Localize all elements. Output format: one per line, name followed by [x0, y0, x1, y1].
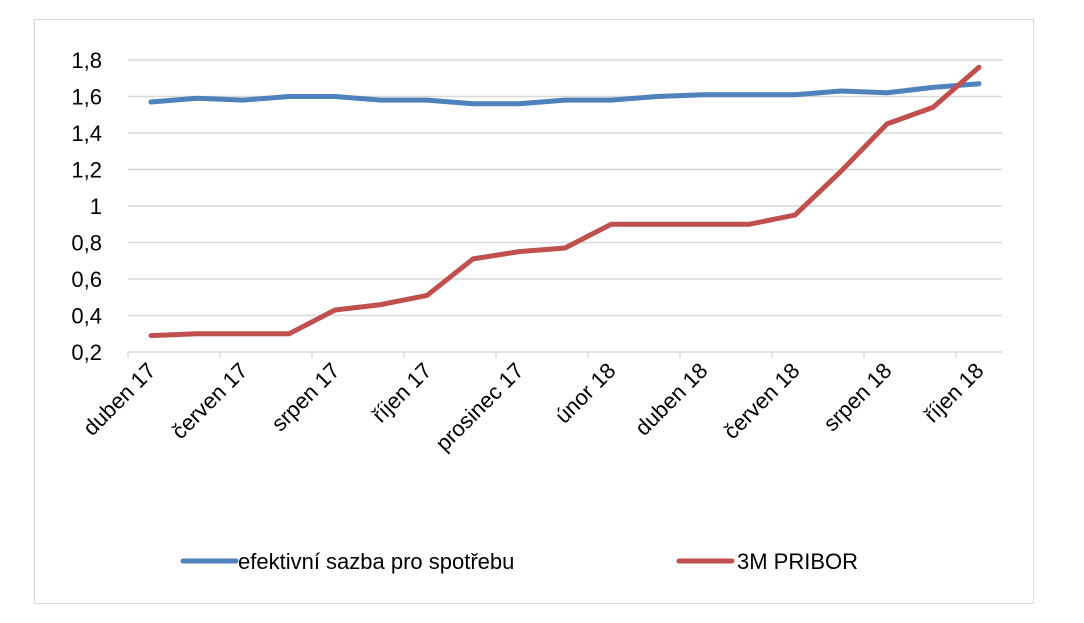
- y-tick-label: 0,2: [71, 340, 102, 365]
- y-tick-label: 1,6: [71, 85, 102, 110]
- y-axis-tick-labels: 0,2 0,4 0,6 0,8 1 1,2 1,4 1,6 1,8: [71, 48, 102, 365]
- y-tick-label: 1,4: [71, 121, 102, 146]
- y-tick-label: 1,8: [71, 48, 102, 73]
- x-tick-label: červen 18: [719, 358, 805, 444]
- x-tick-label: prosinec 17: [430, 358, 528, 456]
- legend: efektivní sazba pro spotřebu 3M PRIBOR: [180, 549, 858, 574]
- gridlines: [128, 59, 1002, 317]
- y-tick-label: 1,2: [71, 158, 102, 183]
- x-tick-label: duben 17: [78, 358, 161, 441]
- x-tick-label: duben 18: [630, 358, 713, 441]
- x-tick-label: červen 17: [167, 358, 253, 444]
- legend-label: efektivní sazba pro spotřebu: [238, 549, 514, 574]
- series-line-pribor: [148, 64, 982, 339]
- y-tick-label: 0,4: [71, 304, 102, 329]
- chart-frame: [34, 19, 1034, 604]
- y-tick-label: 1: [90, 194, 102, 219]
- axes: [127, 351, 1002, 358]
- x-tick-label: únor 18: [550, 358, 620, 428]
- x-axis-tick-labels: duben 17 červen 17 srpen 17 říjen 17prosine…: [78, 358, 989, 456]
- x-tick-label: říjen 17: [367, 358, 437, 428]
- y-tick-label: 0,8: [71, 231, 102, 256]
- y-tick-label: 0,6: [71, 267, 102, 292]
- x-tick-label: srpen 18: [818, 358, 896, 436]
- legend-label: 3M PRIBOR: [737, 549, 858, 574]
- x-tick-label: srpen 17: [266, 358, 344, 436]
- series-lines: [148, 64, 982, 339]
- series-line-efektivni-sazba: [148, 81, 982, 107]
- x-tick-label: říjen 18: [919, 358, 989, 428]
